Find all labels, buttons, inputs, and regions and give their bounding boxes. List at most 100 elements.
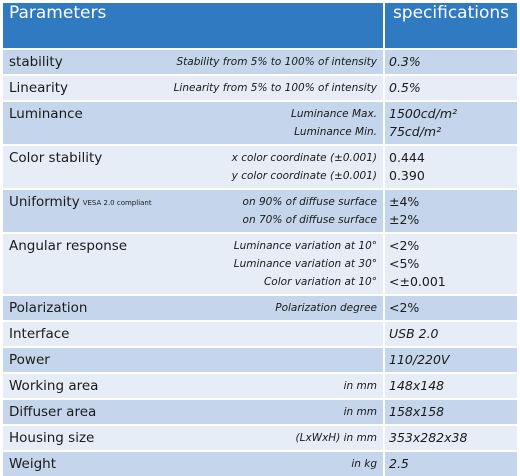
parameter-cell: Power [3, 346, 385, 373]
parameters-header: Parameters [3, 3, 385, 49]
specification-cell: 0.444 0.390 [384, 144, 517, 189]
parameter-label: Power [9, 352, 50, 368]
measurement-conditions: x color coordinate (±0.001) y color coord… [232, 149, 377, 185]
parameter-name: Housing size [9, 429, 94, 447]
parameter-label: Working area [9, 378, 99, 394]
specification-value: 0.390 [389, 168, 425, 183]
condition-text: in mm [343, 406, 377, 418]
table-row: Uniformity VESA 2.0 compliant on 90% of di… [3, 188, 517, 233]
specification-value: <2% [389, 300, 420, 315]
measurement-conditions: Linearity from 5% to 100% of intensity [174, 79, 377, 97]
table-row: Linearity Linearity from 5% to 100% of in… [3, 74, 517, 101]
measurement-conditions: Luminance Max. Luminance Min. [291, 105, 377, 141]
measurement-conditions: Luminance variation at 10° Luminance vari… [234, 237, 377, 291]
condition-text: y color coordinate (±0.001) [231, 170, 377, 182]
table-header-row: Parameters specifications [3, 3, 517, 49]
parameter-name: Linearity [9, 79, 68, 97]
condition-text: on 70% of diffuse surface [242, 214, 377, 226]
condition-text: Luminance Min. [294, 126, 377, 138]
specification-value: ±2% [389, 212, 420, 227]
parameter-cell: Polarization Polarization degree [3, 294, 385, 321]
specification-value: 75cd/m² [389, 124, 442, 139]
parameter-label: Polarization [9, 300, 88, 316]
parameter-cell: stability Stability from 5% to 100% of in… [3, 48, 385, 75]
specification-cell: 158x158 [384, 398, 517, 425]
parameter-name: Polarization [9, 299, 87, 317]
table-row: Power 110/220V [3, 346, 517, 373]
specification-cell: ±4% ±2% [384, 188, 517, 233]
condition-text: (LxWxH) in mm [295, 432, 377, 444]
specification-value: 158x158 [389, 404, 445, 419]
specification-value: 0.3% [389, 54, 421, 69]
table-row: Working area in mm 148x148 [3, 372, 517, 399]
table-row: Angular response Luminance variation at 1… [3, 232, 517, 295]
measurement-conditions: (LxWxH) in mm [296, 429, 377, 447]
parameter-cell: Luminance Luminance Max. Luminance Min. [3, 100, 385, 145]
specification-cell: <2% [384, 294, 517, 321]
specification-value: 2.5 [389, 456, 409, 471]
specification-cell: USB 2.0 [384, 320, 517, 347]
measurement-conditions: in mm [344, 403, 377, 421]
condition-text: Color variation at 10° [263, 276, 377, 288]
parameter-label: Color stability [9, 150, 103, 166]
specification-cell: <2% <5% <±0.001 [384, 232, 517, 295]
condition-text: Polarization degree [275, 302, 377, 314]
parameter-name: Diffuser area [9, 403, 96, 421]
parameter-cell: Interface [3, 320, 385, 347]
specification-value: 110/220V [389, 352, 450, 367]
specifications-table: Parameters specifications stability Stabi… [3, 3, 517, 476]
specification-cell: 110/220V [384, 346, 517, 373]
specification-value: 1500cd/m² [389, 106, 458, 121]
parameter-note: VESA 2.0 compliant [82, 199, 152, 207]
table-body: stability Stability from 5% to 100% of in… [3, 48, 517, 476]
condition-text: in mm [343, 380, 377, 392]
specification-value: 148x148 [389, 378, 445, 393]
specification-value: <2% [389, 238, 420, 253]
parameter-label: Weight [9, 456, 57, 472]
table-row: Interface USB 2.0 [3, 320, 517, 347]
parameter-label: Angular response [9, 238, 128, 254]
parameter-name: Angular response [9, 237, 127, 255]
parameter-name: stability [9, 53, 63, 71]
specification-value: 353x282x38 [389, 430, 468, 445]
parameter-cell: Color stability x color coordinate (±0.00… [3, 144, 385, 189]
specification-value: 0.5% [389, 80, 421, 95]
parameter-cell: Uniformity VESA 2.0 compliant on 90% of di… [3, 188, 385, 233]
measurement-conditions: on 90% of diffuse surface on 70% of diffu… [243, 193, 377, 229]
parameter-label: stability [9, 54, 63, 70]
table-row: Housing size (LxWxH) in mm 353x282x38 [3, 424, 517, 451]
condition-text: Luminance variation at 30° [233, 258, 377, 270]
specification-cell: 0.3% [384, 48, 517, 75]
parameter-name: Luminance [9, 105, 83, 123]
condition-text: Luminance Max. [290, 108, 377, 120]
measurement-conditions: in mm [344, 377, 377, 395]
specification-cell: 353x282x38 [384, 424, 517, 451]
parameter-name: Power [9, 351, 50, 369]
specification-value: ±4% [389, 194, 420, 209]
measurement-conditions: Stability from 5% to 100% of intensity [176, 53, 377, 71]
condition-text: in kg [351, 458, 377, 470]
parameter-name: Color stability [9, 149, 102, 167]
parameter-name: Interface [9, 325, 69, 343]
specification-cell: 148x148 [384, 372, 517, 399]
condition-text: Linearity from 5% to 100% of intensity [173, 82, 377, 94]
parameter-cell: Housing size (LxWxH) in mm [3, 424, 385, 451]
parameter-label: Interface [9, 326, 70, 342]
parameter-cell: Working area in mm [3, 372, 385, 399]
parameter-name: Weight [9, 455, 56, 473]
parameter-name: Uniformity VESA 2.0 compliant [9, 193, 152, 212]
parameter-cell: Angular response Luminance variation at 1… [3, 232, 385, 295]
parameter-label: Diffuser area [9, 404, 97, 420]
specification-cell: 1500cd/m² 75cd/m² [384, 100, 517, 145]
parameter-label: Linearity [9, 80, 68, 96]
parameter-label: Luminance [9, 106, 83, 122]
specification-value: <5% [389, 256, 420, 271]
parameter-label: Housing size [9, 430, 95, 446]
parameter-cell: Linearity Linearity from 5% to 100% of in… [3, 74, 385, 101]
parameter-name: Working area [9, 377, 98, 395]
table-row: Luminance Luminance Max. Luminance Min. 150… [3, 100, 517, 145]
measurement-conditions: Polarization degree [275, 299, 377, 317]
specification-value: 0.444 [389, 150, 425, 165]
condition-text: on 90% of diffuse surface [242, 196, 377, 208]
specification-value: <±0.001 [389, 274, 446, 289]
